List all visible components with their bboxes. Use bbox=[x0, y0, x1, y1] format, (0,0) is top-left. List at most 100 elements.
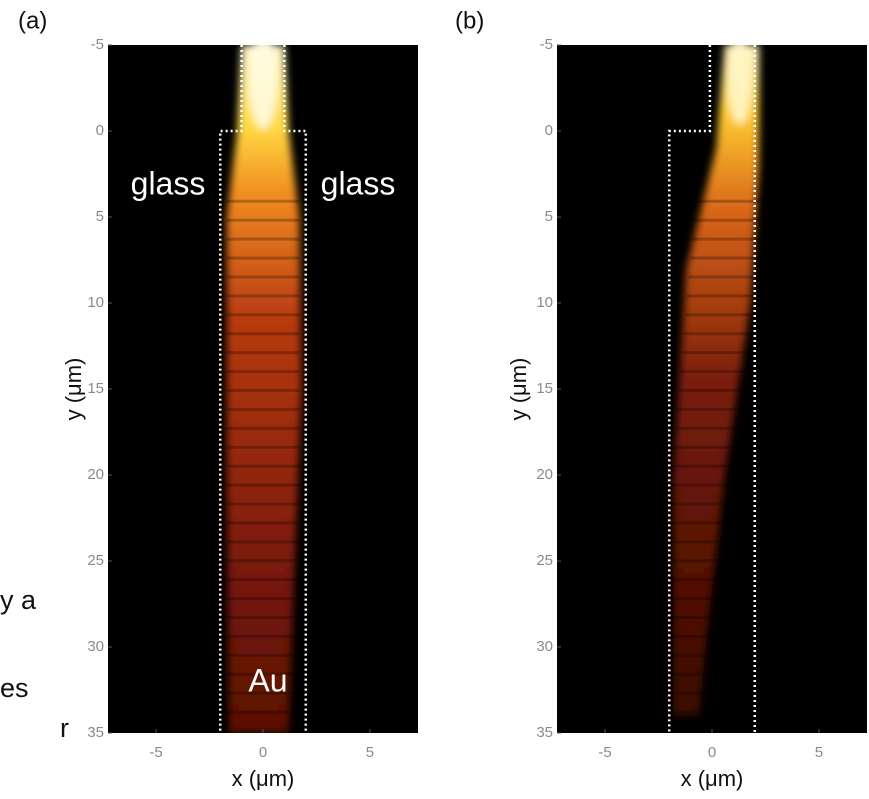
fringe bbox=[226, 294, 300, 298]
fringe bbox=[652, 691, 726, 695]
y-tick-label: -5 bbox=[540, 36, 553, 53]
fringe bbox=[654, 672, 727, 676]
fringe bbox=[226, 332, 300, 336]
fringe bbox=[680, 370, 754, 374]
fringe bbox=[226, 559, 300, 563]
fringe bbox=[226, 540, 300, 544]
fringe bbox=[226, 710, 300, 714]
fringe bbox=[226, 237, 300, 241]
x-axis-label: x (μm) bbox=[232, 766, 295, 791]
y-tick-label: 15 bbox=[536, 380, 553, 397]
fringe bbox=[662, 578, 736, 582]
fringe bbox=[667, 521, 741, 525]
fringe bbox=[226, 445, 300, 449]
panel-label: (b) bbox=[455, 7, 484, 34]
y-axis-label: y (μm) bbox=[506, 358, 531, 421]
x-tick-label: 0 bbox=[259, 744, 267, 761]
fringe bbox=[226, 256, 300, 260]
y-tick-label: 0 bbox=[545, 122, 553, 139]
fringe bbox=[660, 597, 734, 601]
side-text: es bbox=[0, 673, 29, 703]
fringe bbox=[226, 370, 300, 374]
fringe bbox=[685, 313, 759, 317]
annotation: glass bbox=[131, 165, 206, 201]
field-body bbox=[673, 45, 760, 716]
fringe bbox=[692, 237, 765, 241]
fringe bbox=[693, 218, 767, 222]
fringe bbox=[688, 275, 762, 279]
fringe bbox=[226, 634, 300, 638]
y-axis-label: y (μm) bbox=[61, 358, 86, 421]
field-body bbox=[226, 45, 302, 733]
x-axis-label: x (μm) bbox=[681, 766, 744, 791]
fringe bbox=[226, 275, 300, 279]
y-tick-label: 20 bbox=[536, 466, 553, 483]
y-tick-label: 10 bbox=[87, 294, 104, 311]
fringe bbox=[682, 351, 755, 355]
fringe bbox=[226, 672, 300, 676]
fringe bbox=[665, 540, 739, 544]
y-tick-label: 10 bbox=[536, 294, 553, 311]
fringe bbox=[226, 199, 300, 203]
fringe bbox=[226, 521, 300, 525]
fringe bbox=[695, 199, 769, 203]
fringe bbox=[659, 616, 732, 620]
fringe bbox=[226, 426, 300, 430]
intensity-map bbox=[226, 45, 302, 733]
fringe bbox=[226, 578, 300, 582]
fringe bbox=[226, 502, 300, 506]
fringe bbox=[226, 407, 300, 411]
fringe bbox=[668, 502, 742, 506]
side-text: y a bbox=[0, 585, 37, 615]
fringe bbox=[226, 653, 300, 657]
x-tick-label: 0 bbox=[708, 744, 716, 761]
fringe bbox=[678, 389, 752, 392]
y-tick-label: 35 bbox=[87, 724, 104, 741]
y-tick-label: 5 bbox=[96, 208, 104, 225]
annotation: Au bbox=[248, 662, 287, 698]
intensity-map bbox=[673, 45, 760, 716]
fringe bbox=[675, 426, 749, 430]
plot bbox=[650, 45, 769, 733]
x-tick-label: 5 bbox=[815, 744, 823, 761]
y-tick-label: -5 bbox=[91, 36, 104, 53]
fringe bbox=[226, 351, 300, 355]
fringe bbox=[664, 559, 737, 563]
fringe bbox=[672, 464, 745, 468]
fringe bbox=[226, 464, 300, 468]
fringe bbox=[655, 653, 729, 657]
fringe bbox=[226, 616, 300, 620]
y-tick-label: 15 bbox=[87, 380, 104, 397]
fringe bbox=[670, 483, 744, 487]
y-tick-label: 35 bbox=[536, 724, 553, 741]
fringe bbox=[226, 597, 300, 601]
fringe bbox=[226, 691, 300, 695]
waveguide-outline bbox=[218, 45, 308, 733]
x-tick-label: -5 bbox=[598, 744, 611, 761]
y-tick-label: 0 bbox=[96, 122, 104, 139]
x-tick-label: -5 bbox=[149, 744, 162, 761]
field-core bbox=[727, 45, 752, 125]
annotation: glass bbox=[321, 165, 396, 201]
y-tick-label: 20 bbox=[87, 466, 104, 483]
fringe bbox=[690, 256, 764, 260]
plot bbox=[218, 45, 308, 733]
fringe bbox=[226, 218, 300, 222]
fringe bbox=[226, 313, 300, 317]
field-core bbox=[249, 45, 277, 130]
y-tick-label: 5 bbox=[545, 208, 553, 225]
fringe bbox=[673, 445, 747, 449]
fringe bbox=[226, 389, 300, 392]
side-text: r bbox=[60, 713, 69, 743]
panel-label: (a) bbox=[18, 7, 47, 34]
fringe bbox=[687, 294, 760, 298]
y-tick-label: 30 bbox=[536, 638, 553, 655]
waveguide-outline bbox=[667, 45, 757, 733]
fringe bbox=[677, 407, 750, 411]
fringe bbox=[226, 483, 300, 487]
fringe bbox=[683, 332, 757, 336]
x-tick-label: 5 bbox=[366, 744, 374, 761]
y-tick-label: 30 bbox=[87, 638, 104, 655]
fringe bbox=[650, 710, 724, 714]
